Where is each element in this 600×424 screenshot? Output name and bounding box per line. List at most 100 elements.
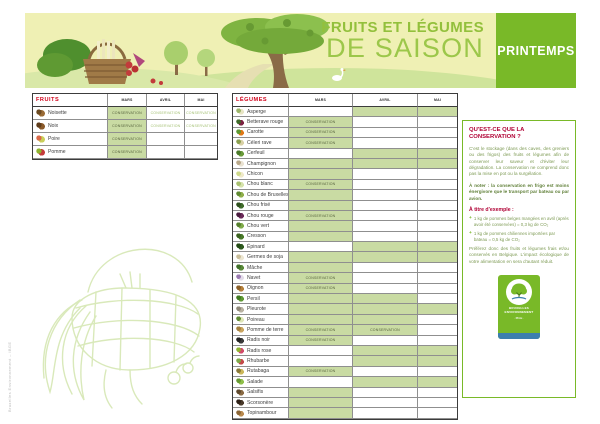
potato-icon	[236, 326, 244, 334]
red-cabbage-icon	[236, 212, 244, 220]
produce-name: Salsifis	[247, 389, 264, 396]
produce-cell: Carotte	[233, 127, 289, 139]
cell-mars	[289, 408, 353, 419]
produce-cell: Rutabaga	[233, 366, 289, 378]
panel-intro: C'est le stockage (dans des caves, des g…	[469, 145, 569, 177]
cell-avril	[353, 304, 418, 315]
example-bullet: + 1 kg de pommes belges mangées en avril…	[469, 216, 569, 228]
cell-mars	[289, 231, 353, 243]
example-title: À titre d'exemple :	[469, 207, 514, 214]
cell-mars: CONSERVATION	[289, 335, 353, 346]
table-row: Pomme CONSERVATION	[33, 146, 217, 159]
produce-cell: Épinard	[233, 242, 289, 253]
produce-cell: Poire	[33, 133, 108, 146]
cell-avril	[353, 221, 418, 232]
produce-name: Noisette	[48, 110, 67, 116]
table-row: Chou frisé	[233, 200, 457, 211]
panel-title: QU'EST-CE QUE LA CONSERVATION ?	[469, 127, 525, 141]
logo-text-line1: BRUXELLES	[509, 306, 529, 311]
cell-mai	[418, 377, 457, 388]
cell-mai	[418, 294, 457, 305]
produce-cell: Salsifis	[233, 387, 289, 398]
cell-mai	[418, 367, 457, 378]
cell-mars: CONSERVATION	[289, 366, 353, 378]
header-illustration	[25, 13, 496, 88]
produce-cell: Céleri rave	[233, 138, 289, 149]
plus-bullet-icon: +	[469, 216, 472, 222]
cell-avril	[353, 366, 418, 378]
produce-name: Noix	[48, 123, 59, 129]
table-row: Radis rose	[233, 345, 457, 357]
cell-mars: CONSERVATION	[289, 179, 353, 191]
produce-cell: Noisette	[33, 107, 108, 120]
bullet-text: 1 kg de pommes belges mangées en avril (…	[473, 216, 569, 228]
cell-avril	[147, 146, 185, 159]
produce-name: Mâche	[247, 264, 263, 271]
produce-cell: Champignon	[233, 158, 289, 170]
produce-name: Chou vert	[247, 222, 270, 229]
table-row: Radis noir CONSERVATION	[233, 335, 457, 346]
cell-mars	[289, 377, 353, 388]
table-row: Oignon CONSERVATION	[233, 283, 457, 295]
cell-mai	[418, 117, 457, 128]
cell-mai	[418, 190, 457, 201]
produce-name: Rutabaga	[247, 368, 270, 375]
cell-avril	[353, 179, 418, 191]
produce-name: Asperge	[247, 108, 266, 115]
table-row: Topinambour	[233, 408, 457, 419]
produce-name: Céleri rave	[247, 139, 272, 146]
header-banner: FRUITS ET LÉGUMES DE SAISON PRINTEMPS	[25, 13, 576, 88]
basket-watermark-illustration	[42, 248, 202, 409]
cell-mars	[289, 242, 353, 253]
produce-name: Carotte	[247, 129, 264, 136]
produce-cell: Chou vert	[233, 221, 289, 232]
lettuce-icon	[236, 378, 244, 386]
pear-icon	[36, 135, 45, 143]
table-row: Carotte CONSERVATION	[233, 127, 457, 139]
cell-mai	[418, 158, 457, 170]
panel-note: À noter : la conservation en frigo est m…	[469, 182, 569, 201]
poster-title: FRUITS ET LÉGUMES DE SAISON	[321, 20, 484, 63]
cell-mai	[418, 284, 457, 295]
produce-name: Rhubarbe	[247, 358, 270, 365]
produce-cell: Oignon	[233, 283, 289, 295]
month-header-mars: MARS	[108, 94, 147, 107]
cell-mars: CONSERVATION	[108, 133, 147, 146]
brussels-sprouts-icon	[236, 191, 244, 199]
cell-mars	[289, 294, 353, 305]
oyster-mushroom-icon	[236, 305, 244, 313]
produce-name: Champignon	[247, 160, 276, 167]
pink-radish-icon	[236, 347, 244, 355]
table-row: Champignon	[233, 158, 457, 170]
cell-avril	[353, 387, 418, 398]
logo-text-line3: · IBGE ·	[513, 315, 525, 320]
mushroom-icon	[236, 160, 244, 168]
cell-mars: CONSERVATION	[108, 146, 147, 159]
table-row: Pleurote	[233, 304, 457, 315]
cell-avril	[353, 252, 418, 263]
chervil-icon	[236, 149, 244, 157]
produce-name: Topinambour	[247, 410, 277, 417]
produce-name: Poireau	[247, 316, 265, 323]
conservation-info-panel: QU'EST-CE QUE LA CONSERVATION ? C'est le…	[462, 120, 576, 398]
cell-mars	[289, 314, 353, 326]
spinach-icon	[236, 243, 244, 251]
produce-cell: Chou blanc	[233, 179, 289, 191]
produce-cell: Scorsonère	[233, 397, 289, 409]
produce-cell: Noix	[33, 120, 108, 133]
cell-mars	[289, 107, 353, 118]
leek-icon	[236, 316, 244, 323]
bean-sprouts-icon	[236, 253, 244, 261]
table-row: Rhubarbe	[233, 356, 457, 367]
cell-mai	[418, 345, 457, 357]
month-header-avril: AVRIL	[147, 94, 185, 107]
beetroot-icon	[236, 118, 244, 126]
cell-avril	[353, 190, 418, 201]
logo-tree-icon	[506, 279, 532, 306]
cell-mars: CONSERVATION	[108, 120, 147, 133]
produce-name: Pomme de terre	[247, 326, 284, 333]
produce-cell: Chou de Bruxelles	[233, 190, 289, 201]
table-row: Salsifis	[233, 387, 457, 398]
cell-avril	[353, 231, 418, 243]
table-row: Cresson	[233, 231, 457, 243]
